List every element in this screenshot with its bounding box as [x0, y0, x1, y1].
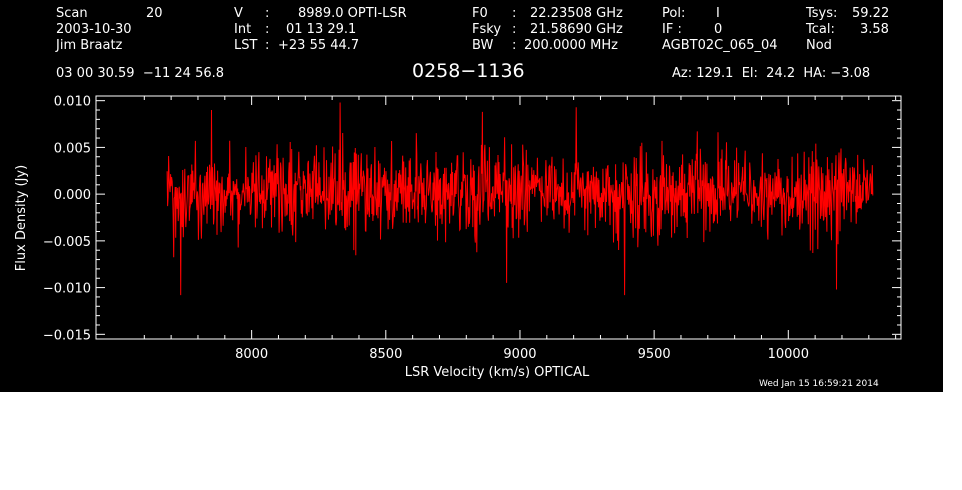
- velocity-value: 8989.0 OPTI-LSR: [298, 6, 407, 21]
- spectrum-series-line: [166, 102, 874, 296]
- x-axis-title: LSR Velocity (km/s) OPTICAL: [405, 365, 590, 380]
- y-tick-label: 0.010: [54, 95, 91, 110]
- y-tick-label: −0.005: [43, 235, 91, 250]
- observer-name: Jim Braatz: [56, 38, 123, 53]
- lst-sep: :: [265, 38, 270, 53]
- project-id: AGBT02C_065_04: [662, 38, 778, 53]
- x-tick-label: 9000: [503, 347, 536, 362]
- velocity-label: V: [234, 6, 243, 21]
- tsys-value: 59.22: [852, 6, 890, 21]
- obs-mode: Nod: [806, 38, 832, 53]
- axis-ticks: [96, 96, 901, 339]
- lst-value: +23 55 44.7: [278, 38, 360, 53]
- axis-tick-labels: 8000 8500 9000 9500 10000 0.010 0.005 0.000 −0.0…: [43, 95, 809, 362]
- fsky-label: Fsky: [472, 22, 502, 37]
- lst-label: LST: [234, 38, 258, 53]
- f0-value: 22.23508 GHz: [530, 6, 623, 21]
- fsky-sep: :: [512, 22, 517, 37]
- int-sep: :: [265, 22, 270, 37]
- y-tick-label: 0.000: [54, 188, 91, 203]
- az-el-ha: Az: 129.1 El: 24.2 HA: −3.08: [672, 66, 871, 81]
- if-label: IF :: [662, 22, 682, 37]
- x-tick-label: 8000: [235, 347, 268, 362]
- spectrum-plot: 8000 8500 9000 9500 10000 0.010 0.005 0.000 −0.0…: [14, 95, 902, 380]
- f0-sep: :: [512, 6, 517, 21]
- f0-label: F0: [472, 6, 488, 21]
- pol-value: I: [716, 6, 720, 21]
- plot-timestamp: Wed Jan 15 16:59:21 2014: [759, 379, 879, 389]
- tsys-label: Tsys:: [806, 6, 838, 21]
- source-coords: 03 00 30.59 −11 24 56.8: [56, 66, 225, 81]
- bw-value: 200.0000 MHz: [524, 38, 618, 53]
- x-tick-label: 8500: [369, 347, 402, 362]
- plot-panel: Scan 20 2003-10-30 Jim Braatz V : 8989.0…: [0, 0, 943, 392]
- scan-value: 20: [146, 6, 163, 21]
- x-tick-label: 9500: [638, 347, 671, 362]
- y-axis-title: Flux Density (Jy): [14, 165, 29, 271]
- y-tick-label: −0.015: [43, 328, 91, 343]
- tcal-label: Tcal:: [806, 22, 835, 37]
- tcal-value: 3.58: [860, 22, 889, 37]
- y-tick-label: 0.005: [54, 141, 91, 156]
- bw-sep: :: [512, 38, 517, 53]
- velocity-sep: :: [265, 6, 270, 21]
- plot-frame: [95, 95, 902, 340]
- int-value: 01 13 29.1: [286, 22, 357, 37]
- scan-label: Scan: [56, 6, 88, 21]
- x-tick-label: 10000: [768, 347, 809, 362]
- bw-label: BW: [472, 38, 494, 53]
- fsky-value: 21.58690 GHz: [530, 22, 623, 37]
- int-label: Int: [234, 22, 252, 37]
- pol-label: Pol:: [662, 6, 686, 21]
- obs-date: 2003-10-30: [56, 22, 132, 37]
- source-title: 0258−1136: [412, 60, 525, 82]
- y-tick-label: −0.010: [43, 282, 91, 297]
- if-value: 0: [714, 22, 723, 37]
